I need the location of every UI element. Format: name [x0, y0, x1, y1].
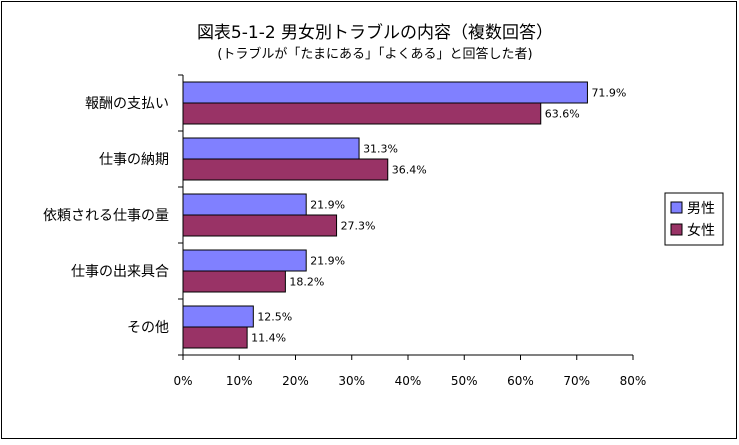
bar-male	[182, 193, 307, 216]
bar-female	[182, 270, 286, 293]
x-tick-label: 80%	[620, 374, 647, 388]
category-label: 報酬の支払い	[85, 96, 169, 112]
bar-male	[182, 81, 588, 104]
data-label: 63.6%	[545, 108, 580, 121]
x-tick-label: 60%	[507, 374, 534, 388]
data-label: 71.9%	[591, 87, 626, 100]
bar-female	[182, 158, 389, 181]
chart-title: 図表5-1-2 男女別トラブルの内容（複数回答）	[197, 22, 553, 43]
category-label: 依頼される仕事の量	[43, 208, 169, 224]
x-tick-label: 20%	[282, 374, 309, 388]
data-label: 36.4%	[392, 164, 427, 177]
x-tick-label: 10%	[226, 374, 253, 388]
data-label: 11.4%	[251, 332, 286, 345]
data-label: 21.9%	[310, 199, 345, 212]
x-tick-label: 50%	[451, 374, 478, 388]
bar-male	[182, 305, 254, 328]
legend-label-female: 女性	[687, 222, 715, 239]
legend-swatch-male	[670, 201, 683, 214]
legend-label-male: 男性	[687, 201, 715, 217]
data-label: 31.3%	[363, 143, 398, 156]
bar-female	[182, 214, 338, 237]
x-tick-label: 40%	[395, 374, 422, 388]
data-label: 21.9%	[310, 255, 345, 268]
bar-male	[182, 249, 307, 272]
category-label: その他	[127, 320, 169, 336]
x-tick-label: 0%	[173, 374, 192, 388]
bar-female	[182, 102, 542, 125]
chart-subtitle: (トラブルが「たまにある」「よくある」と回答した者)	[217, 46, 532, 62]
category-label: 仕事の出来具合	[71, 264, 169, 280]
data-label: 18.2%	[289, 276, 324, 289]
x-tick-label: 70%	[563, 374, 590, 388]
legend-swatch-female	[670, 223, 683, 236]
data-label: 27.3%	[341, 220, 376, 233]
bar-male	[182, 137, 360, 160]
data-label: 12.5%	[257, 311, 292, 324]
x-tick-label: 30%	[338, 374, 365, 388]
plot-area: 0% 10% 20% 30% 40% 50% 60% 70% 80% 報酬の支払い 71.9% 63.…	[43, 74, 647, 388]
bar-female	[182, 326, 248, 349]
category-label: 仕事の納期	[99, 152, 169, 168]
